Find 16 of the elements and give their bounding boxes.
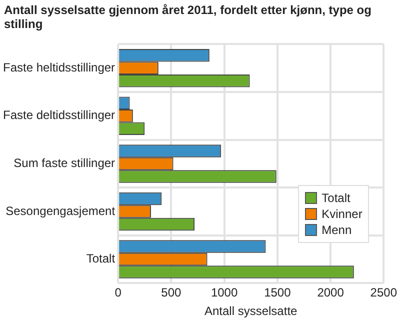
x-tick-label: 2500 [370, 286, 398, 300]
y-tick-label: Totalt [86, 252, 116, 266]
y-tick-label: Sesongengasjement [6, 204, 116, 218]
legend-label: Totalt [322, 191, 350, 206]
legend-label: Menn [322, 223, 352, 238]
y-tick-label: Sum faste stillinger [14, 156, 116, 170]
x-tick-label: 1500 [264, 286, 292, 300]
x-tick-label: 0 [114, 286, 122, 300]
y-tick-label: Faste heltidsstillinger [2, 60, 116, 74]
chart-title: Antall sysselsatte gjennom året 2011, fordelt etter kjønn, type og stilling [4, 3, 372, 31]
y-tick-label: Faste deltidsstillinger [2, 108, 116, 122]
legend-label: Kvinner [322, 207, 362, 222]
x-axis-title: Antall sysselsatte [204, 304, 298, 318]
x-tick-label: 500 [161, 286, 182, 300]
x-tick-label: 2000 [317, 286, 344, 300]
x-tick-label: 1000 [210, 286, 238, 300]
